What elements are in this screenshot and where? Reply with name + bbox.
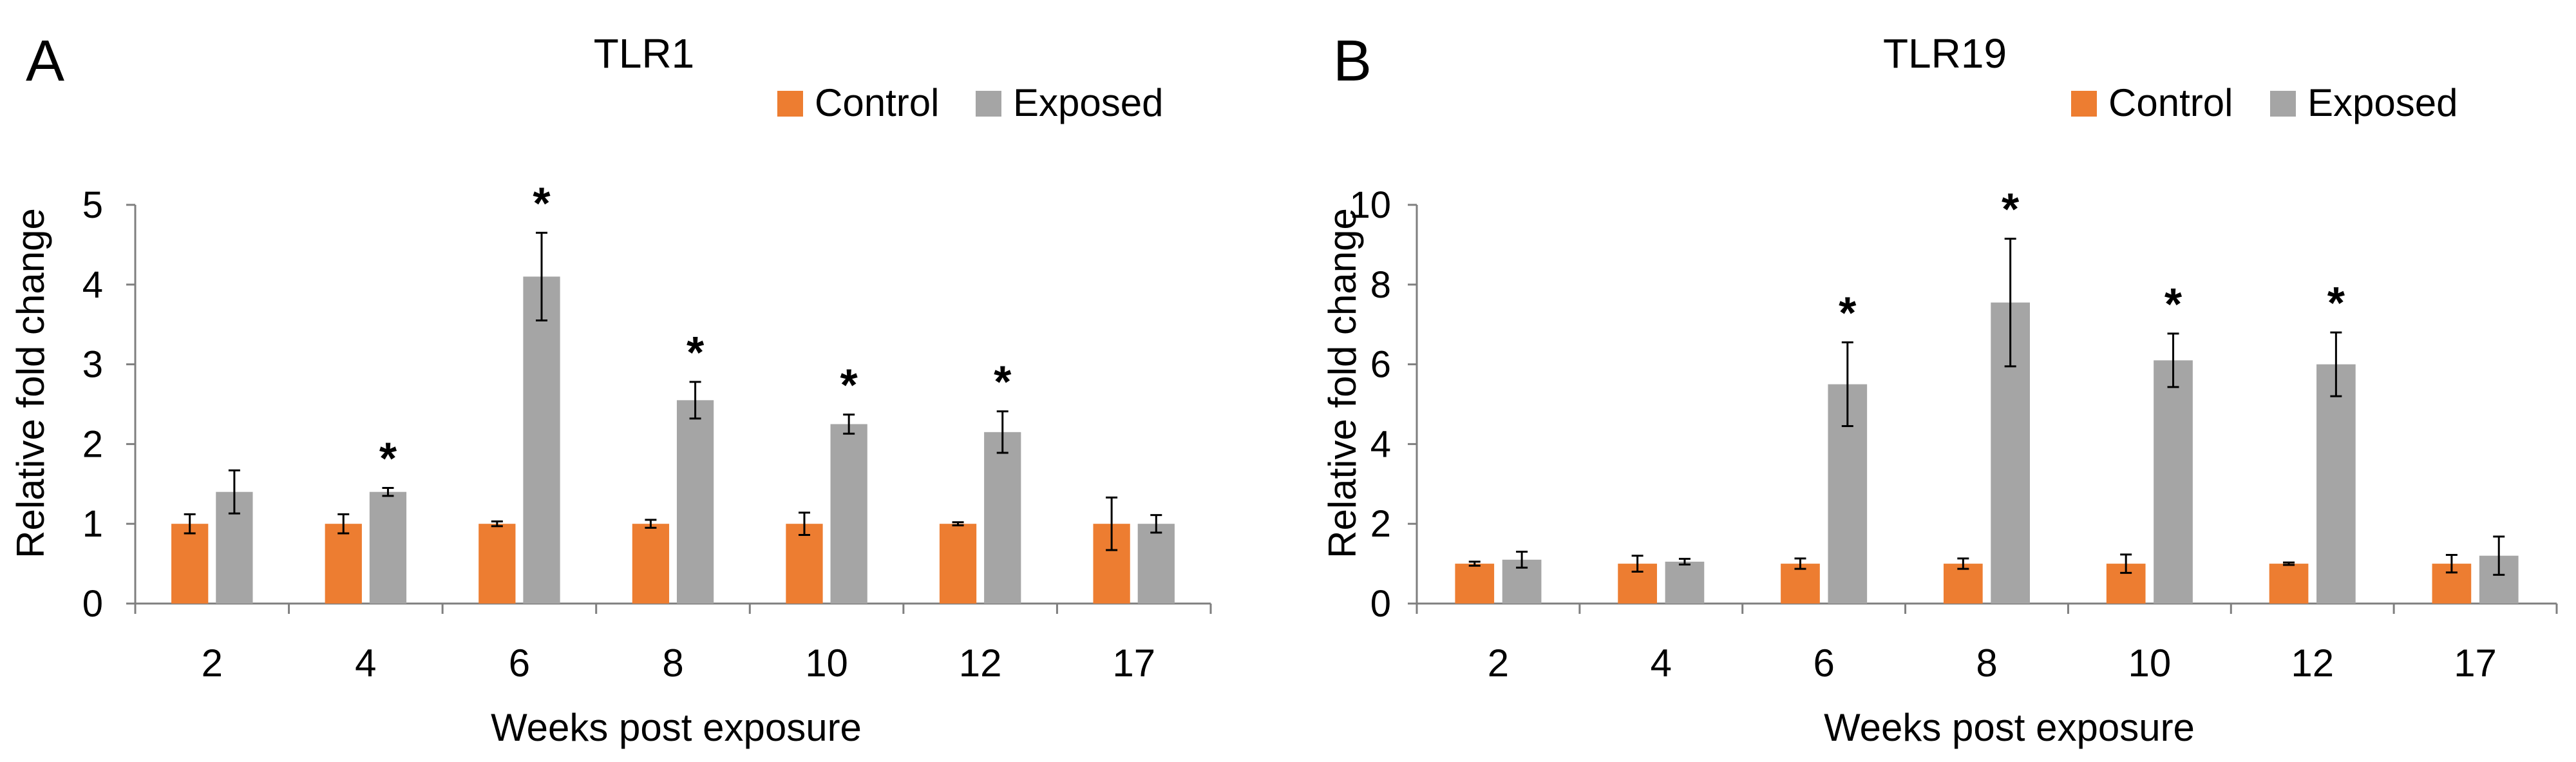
y-tick-label: 5	[82, 184, 103, 226]
bar-exposed	[1665, 562, 1705, 604]
legend-label-control: Control	[2108, 81, 2233, 124]
legend: Control Exposed	[777, 81, 1164, 124]
x-tick-label: 2	[202, 642, 223, 685]
axes: 0 2 4 6 8 10 2 4 6 8 10 12 17	[1349, 184, 2558, 685]
y-tick-label: 8	[1370, 264, 1391, 306]
x-tick-label: 6	[1813, 642, 1834, 685]
x-tick-label: 2	[1488, 642, 1509, 685]
significance-marker: *	[533, 178, 551, 228]
x-tick-label: 8	[1976, 642, 1997, 685]
bar-control	[171, 524, 209, 604]
x-axis-label: Weeks post exposure	[491, 706, 862, 749]
bar-control	[2269, 564, 2309, 604]
bar-control	[325, 524, 362, 604]
panel-label: A	[26, 29, 64, 93]
bar-exposed	[2154, 360, 2193, 604]
bar-exposed	[369, 491, 407, 604]
y-tick-label: 4	[82, 264, 103, 306]
x-tick-label: 6	[509, 642, 530, 685]
plot-area: * * * * *	[171, 178, 1175, 604]
y-axis-label: Relative fold change	[1321, 208, 1364, 558]
chart-title: TLR19	[1883, 30, 2007, 77]
legend-swatch-control	[777, 91, 803, 117]
significance-marker: *	[840, 360, 858, 410]
x-tick-label: 12	[2291, 642, 2334, 685]
significance-marker: *	[379, 433, 397, 483]
y-tick-label: 0	[82, 583, 103, 625]
legend-swatch-exposed	[976, 91, 1001, 117]
significance-marker: *	[1839, 288, 1857, 338]
bar-control	[786, 524, 823, 604]
legend-label-exposed: Exposed	[1013, 81, 1164, 124]
y-axis-label: Relative fold change	[9, 208, 52, 558]
y-tick-label: 2	[1370, 503, 1391, 545]
plot-area: * * * *	[1455, 184, 2519, 604]
bar-exposed	[1137, 524, 1175, 604]
bar-exposed	[676, 400, 714, 604]
y-tick-label: 2	[82, 423, 103, 465]
bar-control	[632, 524, 670, 604]
bar-control	[1943, 564, 1983, 604]
bar-exposed	[2316, 364, 2356, 604]
bar-exposed	[984, 432, 1021, 604]
x-tick-label: 10	[2128, 642, 2171, 685]
significance-marker: *	[687, 327, 705, 377]
bar-control	[1781, 564, 1820, 604]
significance-marker: *	[2164, 279, 2183, 329]
chart-title: TLR1	[594, 30, 695, 77]
y-tick-label: 10	[1349, 184, 1391, 226]
significance-marker: *	[2002, 184, 2020, 234]
y-tick-label: 1	[82, 503, 103, 545]
legend-swatch-exposed	[2270, 91, 2296, 117]
x-tick-label: 10	[805, 642, 848, 685]
bar-control	[478, 524, 516, 604]
x-tick-label: 17	[1112, 642, 1155, 685]
y-tick-label: 4	[1370, 423, 1391, 465]
bar-exposed	[523, 276, 560, 604]
x-tick-label: 4	[355, 642, 376, 685]
bar-control	[1455, 564, 1495, 604]
significance-marker: *	[994, 357, 1012, 407]
x-tick-label: 17	[2454, 642, 2497, 685]
bar-exposed	[830, 424, 867, 604]
x-axis-label: Weeks post exposure	[1824, 706, 2195, 749]
y-tick-label: 3	[82, 344, 103, 386]
bar-control	[939, 524, 977, 604]
y-tick-label: 6	[1370, 344, 1391, 386]
x-tick-label: 12	[959, 642, 1002, 685]
legend: Control Exposed	[2071, 81, 2458, 124]
legend-label-control: Control	[815, 81, 939, 124]
y-tick-label: 0	[1370, 583, 1391, 625]
panel-b: B TLR19 Control Exposed Relative fold ch…	[1321, 29, 2558, 749]
panel-a: A TLR1 Control Exposed Relative fold cha…	[9, 29, 1212, 749]
x-tick-label: 8	[662, 642, 683, 685]
significance-marker: *	[2327, 278, 2345, 328]
panel-label: B	[1333, 29, 1372, 93]
legend-label-exposed: Exposed	[2307, 81, 2458, 124]
legend-swatch-control	[2071, 91, 2097, 117]
x-tick-label: 4	[1651, 642, 1672, 685]
